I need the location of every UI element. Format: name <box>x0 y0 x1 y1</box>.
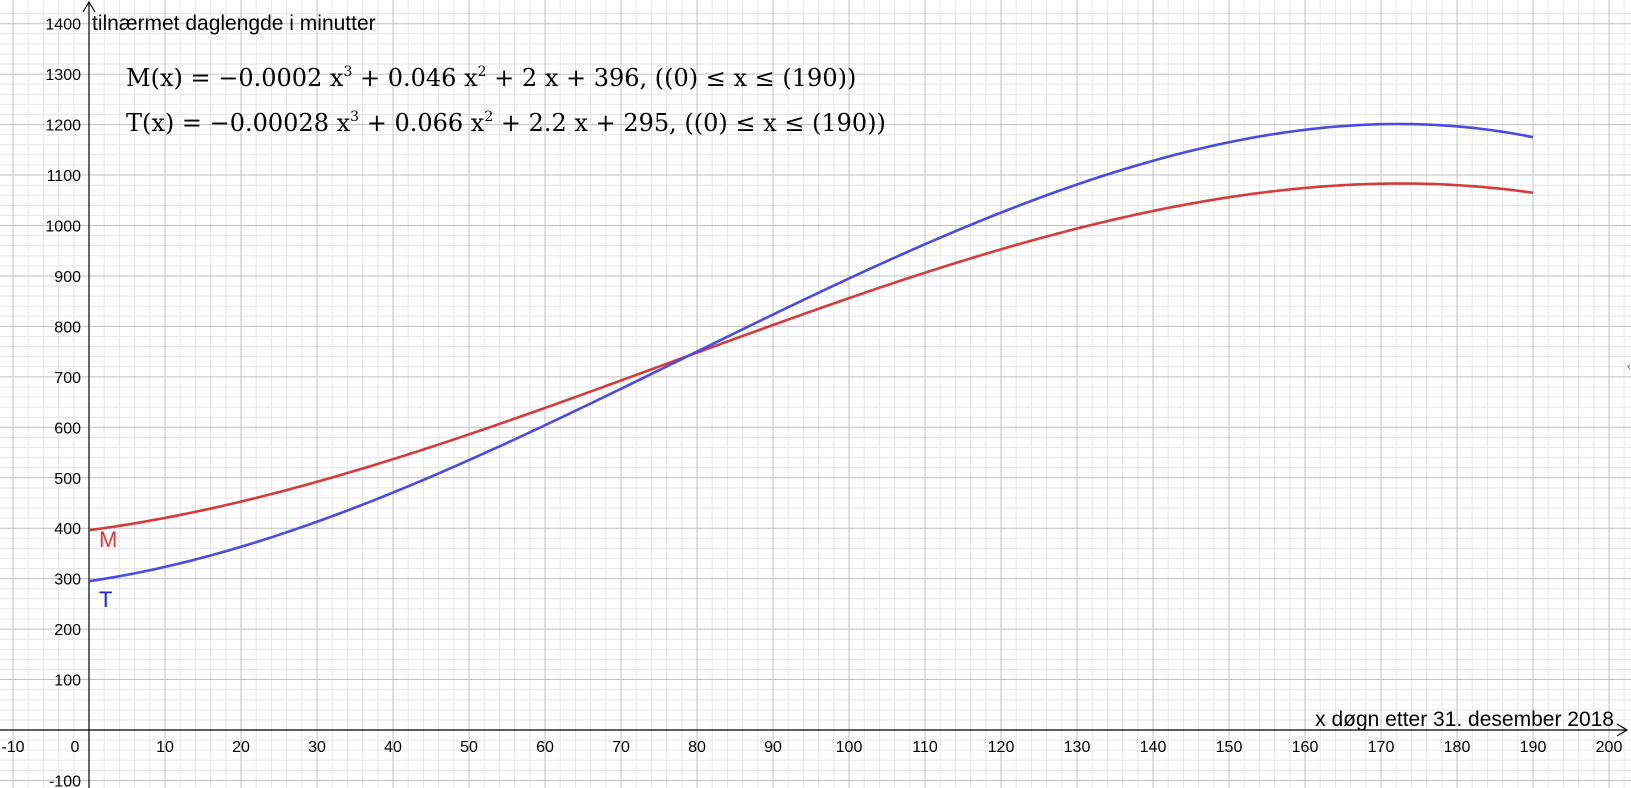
formula-m-exp2: 2 <box>477 64 487 81</box>
y-tick-label: 1400 <box>45 17 81 34</box>
y-tick-label: 700 <box>54 370 81 387</box>
y-tick-label: 800 <box>54 319 81 336</box>
y-tick-label: -100 <box>49 773 81 788</box>
x-tick-label: 70 <box>612 739 630 756</box>
x-tick-label: 50 <box>460 739 478 756</box>
formula-t-mid: + 0.066 x <box>359 109 485 137</box>
y-tick-labels: 1400130012001100100090080070060050040030… <box>45 17 81 788</box>
x-tick-label: 150 <box>1216 739 1243 756</box>
x-tick-label: 60 <box>536 739 554 756</box>
formula-m-lhs: M(x) = −0.0002 x <box>126 64 344 92</box>
x-tick-label: 140 <box>1140 739 1167 756</box>
y-tick-label: 200 <box>54 622 81 639</box>
formula-m-mid: + 0.046 x <box>352 64 478 92</box>
formula-t-rest: + 2.2 x + 295, ((0) ≤ x ≤ (190)) <box>493 109 886 137</box>
y-tick-label: 100 <box>54 673 81 690</box>
y-tick-label: 400 <box>54 521 81 538</box>
curve-t[interactable] <box>88 122 1534 583</box>
y-tick-label: 600 <box>54 420 81 437</box>
function-curves[interactable] <box>88 122 1534 583</box>
x-tick-label: 0 <box>71 739 80 756</box>
y-axis-arrow-icon <box>82 0 96 13</box>
x-tick-label: 110 <box>912 739 938 756</box>
collapse-arrow-icon[interactable]: ‹ <box>1626 360 1631 373</box>
x-tick-label: -10 <box>1 739 24 756</box>
y-tick-label: 1200 <box>45 118 81 135</box>
y-tick-label: 300 <box>54 572 81 589</box>
formula-m-exp1: 3 <box>343 64 353 81</box>
formula-t-exp1: 3 <box>350 109 360 126</box>
curve-label-m[interactable]: M <box>99 527 117 552</box>
formula-t-exp2: 2 <box>484 109 494 126</box>
x-tick-label: 170 <box>1368 739 1395 756</box>
x-tick-label: 90 <box>764 739 782 756</box>
x-tick-label: 160 <box>1292 739 1319 756</box>
curve-label-t[interactable]: T <box>99 587 112 612</box>
x-tick-label: 190 <box>1520 739 1547 756</box>
x-axis-title: x døgn etter 31. desember 2018 <box>1315 708 1614 731</box>
x-tick-label: 120 <box>988 739 1015 756</box>
formula-m[interactable]: M(x) = −0.0002 x3 + 0.046 x2 + 2 x + 396… <box>126 64 856 92</box>
y-tick-label: 500 <box>54 471 81 488</box>
formula-t[interactable]: T(x) = −0.00028 x3 + 0.066 x2 + 2.2 x + … <box>126 109 886 137</box>
x-axis-arrow-icon <box>1616 723 1629 737</box>
x-tick-label: 100 <box>836 739 863 756</box>
x-tick-label: 10 <box>156 739 174 756</box>
x-tick-label: 130 <box>1064 739 1091 756</box>
x-tick-label: 20 <box>232 739 250 756</box>
x-tick-labels: -10 0 10 20 30 40 50 60 70 80 90 100 110 120 130 140 150… <box>1 739 1622 756</box>
y-tick-label: 900 <box>54 269 81 286</box>
y-tick-label: 1300 <box>45 67 81 84</box>
x-tick-label: 200 <box>1596 739 1623 756</box>
x-tick-label: 180 <box>1444 739 1471 756</box>
x-tick-label: 40 <box>384 739 402 756</box>
curve-m[interactable] <box>88 182 1534 532</box>
x-tick-label: 80 <box>688 739 706 756</box>
y-axis-title: tilnærmet daglengde i minutter <box>92 12 376 35</box>
formula-t-lhs: T(x) = −0.00028 x <box>126 109 351 137</box>
x-tick-label: 30 <box>308 739 326 756</box>
formula-m-rest: + 2 x + 396, ((0) ≤ x ≤ (190)) <box>486 64 857 92</box>
y-tick-label: 1100 <box>47 168 82 185</box>
y-tick-label: 1000 <box>45 219 81 236</box>
